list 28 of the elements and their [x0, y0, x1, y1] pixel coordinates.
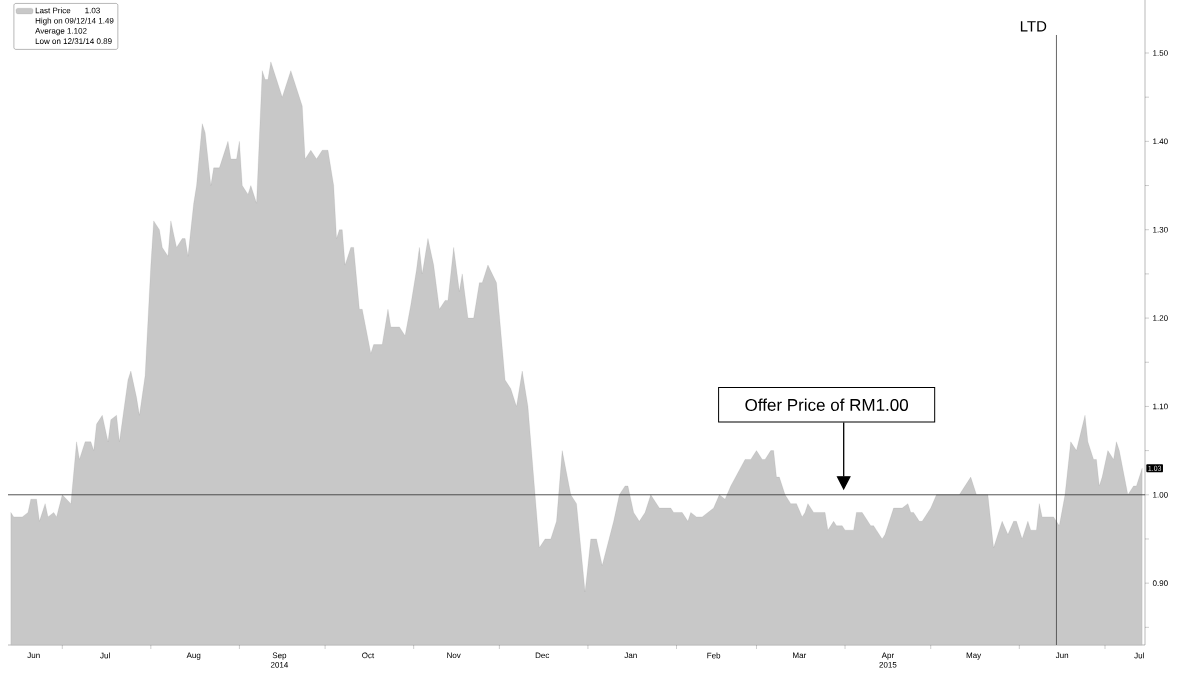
x-tick-label: Jun	[27, 652, 40, 659]
x-tick-label: Feb	[707, 652, 721, 659]
y-tick-label: 1.50	[1153, 50, 1168, 56]
annotation: High on 09/12/14 1.49	[35, 17, 114, 26]
y-tick-label: 1.40	[1153, 138, 1168, 145]
y-tick-label: 1.00	[1153, 491, 1168, 498]
x-tick-label: Oct	[362, 652, 375, 659]
annotation: Average 1.102	[35, 28, 87, 36]
x-tick-label: May	[966, 652, 982, 660]
annotation: Offer Price of RM1.00	[745, 398, 909, 411]
ref-line-label: LTD	[1020, 21, 1047, 32]
y-tick-label: 1.20	[1153, 315, 1168, 321]
y-tick-label: 1.30	[1153, 226, 1168, 233]
x-tick-label: Mar	[793, 652, 807, 659]
x-tick-label: Dec	[535, 652, 550, 659]
x-tick-label: Jul	[1134, 652, 1144, 659]
x-tick-label: Jan	[624, 652, 637, 659]
y-tick-label: 0.90	[1152, 580, 1168, 586]
annotation: 1.03	[85, 7, 100, 14]
x-tick-label: Jun	[1055, 652, 1069, 659]
x-tick-label: Aug	[186, 652, 201, 660]
annotation: Low on 12/31/14 0.89	[35, 38, 112, 44]
y-tick-label: 1.10	[1153, 403, 1168, 410]
legend-label: Last Price	[35, 7, 71, 14]
x-tick-label: Apr 2015	[879, 652, 897, 668]
x-tick-label: Sep 2014	[270, 652, 289, 668]
x-tick-label: Jul	[100, 652, 110, 659]
x-tick-label: Nov	[447, 652, 461, 659]
